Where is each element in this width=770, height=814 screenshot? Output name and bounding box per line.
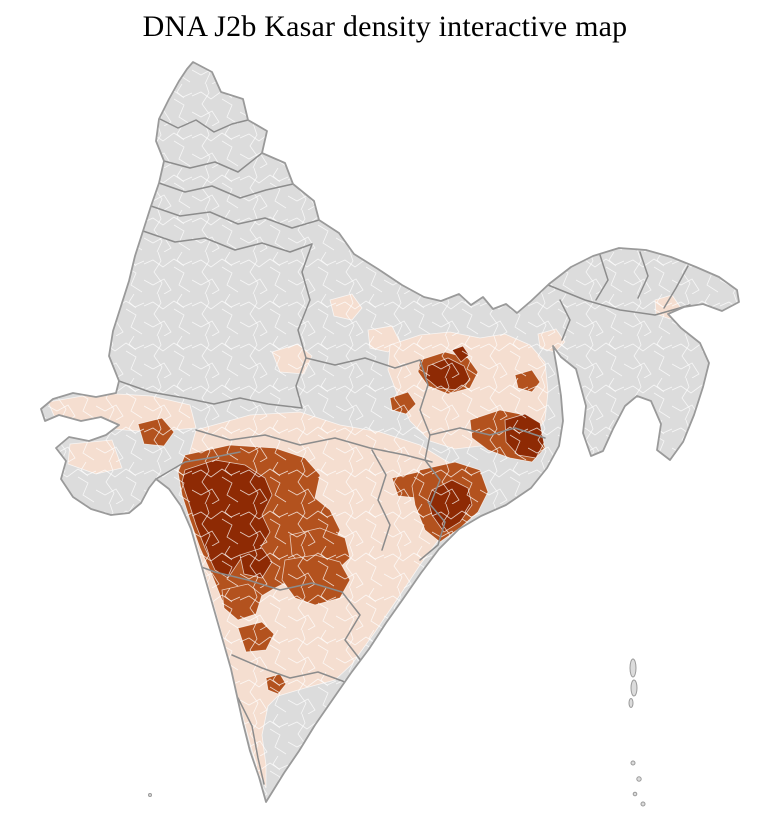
state-border bbox=[142, 230, 313, 253]
island[interactable] bbox=[630, 679, 638, 697]
state-border bbox=[663, 265, 689, 309]
state-border bbox=[341, 591, 363, 663]
island[interactable] bbox=[640, 801, 646, 807]
state-border bbox=[118, 380, 303, 409]
page-title: DNA J2b Kasar density interactive map bbox=[142, 10, 628, 43]
state-border bbox=[547, 284, 691, 316]
state-border bbox=[595, 254, 609, 301]
india-outline bbox=[40, 61, 740, 803]
state-border bbox=[371, 449, 391, 551]
state-border bbox=[305, 357, 421, 369]
state-border bbox=[158, 182, 294, 199]
state-border bbox=[295, 243, 313, 409]
state-border bbox=[237, 697, 265, 785]
island[interactable] bbox=[630, 760, 636, 766]
state-border bbox=[424, 434, 441, 506]
state-border bbox=[181, 559, 343, 593]
state-border bbox=[429, 427, 546, 439]
state-border bbox=[419, 359, 431, 436]
state-border bbox=[150, 205, 320, 229]
state-border bbox=[157, 117, 249, 133]
island[interactable] bbox=[629, 658, 637, 678]
island[interactable] bbox=[628, 698, 634, 708]
state-border bbox=[195, 429, 433, 463]
island[interactable] bbox=[632, 791, 638, 797]
state-border bbox=[231, 654, 346, 683]
island[interactable] bbox=[636, 776, 642, 782]
state-border bbox=[559, 299, 571, 341]
state-border bbox=[419, 501, 446, 561]
state-border bbox=[637, 251, 649, 299]
island[interactable] bbox=[148, 793, 152, 797]
state-border bbox=[155, 451, 241, 480]
state-border bbox=[163, 152, 263, 173]
